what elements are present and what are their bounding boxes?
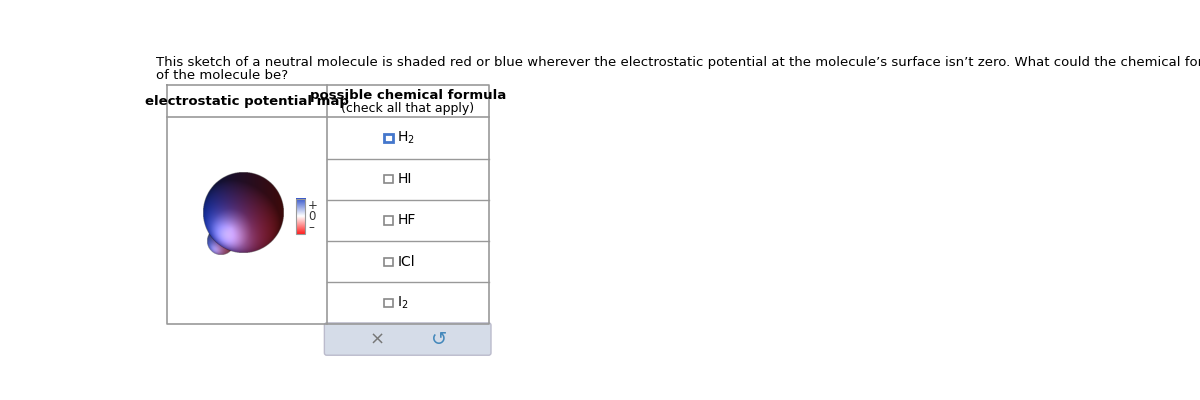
FancyBboxPatch shape xyxy=(324,323,491,355)
Text: This sketch of a neutral molecule is shaded red or blue wherever the electrostat: This sketch of a neutral molecule is sha… xyxy=(156,56,1200,69)
Text: electrostatic potential map: electrostatic potential map xyxy=(145,95,349,108)
Text: –: – xyxy=(308,221,314,234)
Text: of the molecule be?: of the molecule be? xyxy=(156,69,288,82)
Text: ↺: ↺ xyxy=(431,330,446,348)
Text: +: + xyxy=(308,199,318,212)
Text: ×: × xyxy=(370,330,384,348)
Text: $\mathregular{H_2}$: $\mathregular{H_2}$ xyxy=(397,130,415,146)
Text: ICl: ICl xyxy=(397,255,415,269)
Text: 0: 0 xyxy=(308,210,316,223)
Text: (check all that apply): (check all that apply) xyxy=(341,102,474,114)
Text: HF: HF xyxy=(397,214,415,228)
Text: possible chemical formula: possible chemical formula xyxy=(310,89,506,102)
Text: $\mathregular{I_2}$: $\mathregular{I_2}$ xyxy=(397,295,409,311)
Text: HI: HI xyxy=(397,172,412,186)
